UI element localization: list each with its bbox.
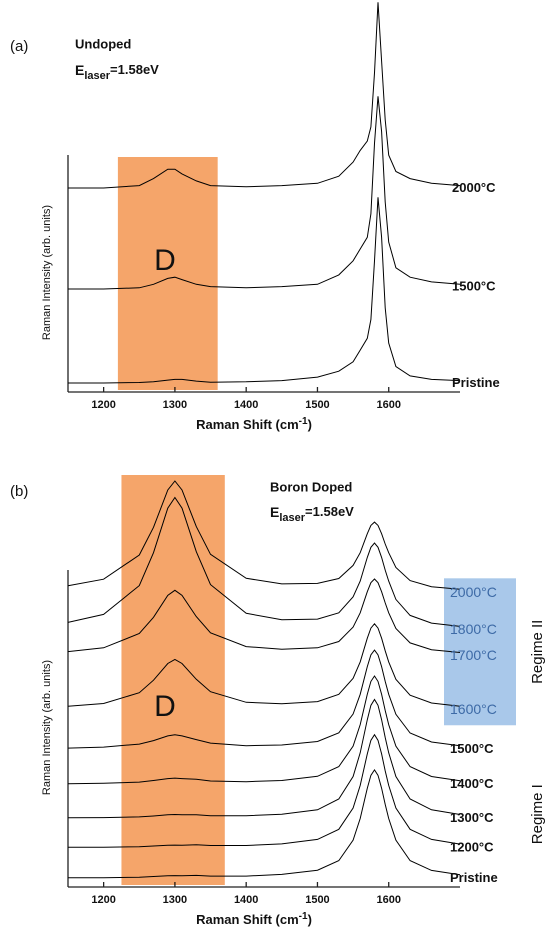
x-tick-label: 1400	[234, 399, 258, 411]
x-tick-label: 1600	[376, 399, 400, 411]
laser-energy: Elaser=1.58eV	[75, 62, 159, 82]
x-label-sup: -1	[299, 911, 308, 922]
d-band	[121, 475, 225, 885]
x-label-end: )	[308, 417, 312, 432]
laser-symbol: E	[270, 504, 279, 520]
laser-subscript: laser	[84, 70, 110, 82]
series-label: 1500°C	[450, 741, 494, 756]
x-tick-label: 1600	[376, 894, 400, 906]
d-annotation: D	[154, 244, 176, 277]
x-label-sup: -1	[299, 416, 308, 427]
series-label: 1200°C	[450, 840, 494, 855]
regime-label: Regime I	[529, 784, 546, 844]
panel-label: (a)	[10, 38, 28, 55]
laser-value: =1.58eV	[110, 62, 159, 77]
laser-symbol: E	[75, 62, 84, 78]
x-tick-label: 1300	[163, 894, 187, 906]
d-band	[117, 157, 218, 390]
series-label: Pristine	[452, 375, 500, 390]
series-label: 2000°C	[452, 180, 496, 195]
laser-energy: Elaser=1.58eV	[270, 504, 354, 524]
x-tick-label: 1300	[163, 399, 187, 411]
laser-value: =1.58eV	[305, 504, 354, 519]
x-tick-label: 1500	[305, 399, 329, 411]
x-label-main: Raman Shift (cm	[196, 417, 299, 432]
series-label: 1400°C	[450, 776, 494, 791]
y-axis-label: Raman Intensity (arb. units)	[41, 205, 53, 340]
x-axis-label: Raman Shift (cm-1)	[196, 911, 312, 928]
series-label: 1600°C	[450, 701, 497, 717]
x-label-main: Raman Shift (cm	[196, 912, 299, 927]
series-label: 1500°C	[452, 279, 496, 294]
chart-title: Boron Doped	[270, 479, 352, 494]
x-label-end: )	[308, 912, 312, 927]
laser-subscript: laser	[279, 512, 305, 524]
x-tick-label: 1400	[234, 894, 258, 906]
regime-label: Regime II	[529, 620, 546, 684]
series-label: 1800°C	[450, 621, 497, 637]
x-tick-label: 1200	[91, 894, 115, 906]
x-tick-label: 1200	[91, 399, 115, 411]
x-tick-label: 1500	[305, 894, 329, 906]
series-label: Pristine	[450, 870, 498, 885]
panel-label: (b)	[10, 483, 28, 500]
series-label: 1300°C	[450, 810, 494, 825]
series-label: 2000°C	[450, 584, 497, 600]
y-axis-label: Raman Intensity (arb. units)	[41, 660, 53, 795]
chart-title: Undoped	[75, 36, 131, 51]
series-label: 1700°C	[450, 647, 497, 663]
d-annotation: D	[154, 690, 176, 723]
x-axis-label: Raman Shift (cm-1)	[196, 416, 312, 433]
